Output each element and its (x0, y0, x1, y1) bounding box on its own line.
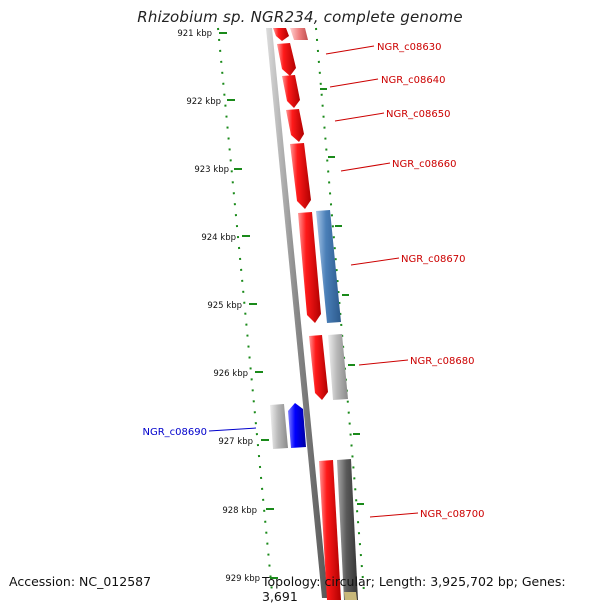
leader-ngr-c08670 (350, 257, 400, 266)
tick-label-928: 928 kbp (222, 506, 257, 516)
tick-mark (342, 294, 349, 296)
gene-label-ngr-c08700[interactable]: NGR_c08700 (420, 509, 485, 520)
gene-ngr-c08700-reverse[interactable] (337, 459, 358, 600)
tick-label-921: 921 kbp (177, 29, 212, 39)
tick-label-926: 926 kbp (213, 369, 248, 379)
tick-mark (328, 156, 335, 158)
tick-mark (353, 433, 360, 435)
gene-ngr-c08680[interactable] (309, 335, 328, 400)
tick-mark (219, 32, 227, 34)
gene-label-ngr-c08650[interactable]: NGR_c08650 (386, 109, 451, 120)
leader-ngr-c08690 (208, 427, 257, 432)
tick-mark (335, 225, 342, 227)
tick-mark (266, 508, 274, 510)
gene-ngr-c08670[interactable] (298, 212, 321, 323)
gene-ngr-c08660[interactable] (290, 143, 311, 209)
gene-tan-fragment (344, 592, 357, 600)
gene-label-ngr-c08630[interactable]: NGR_c08630 (377, 42, 442, 53)
genome-title: Rhizobium sp. NGR234, complete genome (137, 8, 463, 26)
gene-ngr-c08620[interactable] (273, 28, 289, 41)
gene-label-ngr-c08670[interactable]: NGR_c08670 (401, 254, 466, 265)
tick-mark (227, 99, 235, 101)
tick-mark (255, 371, 263, 373)
tick-label-925: 925 kbp (207, 301, 242, 311)
tick-label-927: 927 kbp (218, 437, 253, 447)
leader-ngr-c08650 (334, 112, 385, 122)
reverse-genes (270, 210, 358, 600)
leader-ngr-c08700 (369, 512, 419, 518)
forward-genes (273, 28, 341, 600)
tick-mark (234, 168, 242, 170)
gene-ngr-c08700[interactable] (319, 460, 341, 600)
gene-ngr-c08650[interactable] (286, 109, 304, 142)
accession-text: Accession: NC_012587 (9, 574, 152, 589)
tick-label-922: 922 kbp (186, 97, 221, 107)
gene-ngr-c08690-grey[interactable] (270, 404, 288, 449)
tick-mark (249, 303, 257, 305)
tick-mark (320, 88, 327, 90)
gene-ngr-c08690[interactable] (288, 403, 306, 448)
gene-ngr-c08670-reverse[interactable] (316, 210, 341, 323)
leader-ngr-c08640 (329, 78, 379, 88)
scale-ticks (219, 32, 364, 579)
leader-ngr-c08630 (325, 45, 375, 55)
tick-label-929: 929 kbp (225, 574, 260, 584)
gene-label-ngr-c08640[interactable]: NGR_c08640 (381, 75, 446, 86)
genome-backbone (266, 28, 328, 598)
gene-ngr-c08630[interactable] (277, 43, 296, 76)
leader-ngr-c08680 (358, 359, 409, 366)
tick-mark (357, 503, 364, 505)
gene-label-ngr-c08690[interactable]: NGR_c08690 (143, 427, 208, 438)
tick-mark (270, 577, 278, 579)
gene-ngr-c08680-reverse[interactable] (328, 334, 348, 400)
tick-label-923: 923 kbp (194, 165, 229, 175)
gene-ngr-c08640[interactable] (282, 75, 300, 108)
tick-mark (242, 235, 250, 237)
label-leaders (208, 45, 419, 518)
tick-mark (261, 439, 269, 441)
leader-ngr-c08660 (340, 162, 391, 172)
tick-label-924: 924 kbp (201, 233, 236, 243)
tick-mark (348, 364, 355, 366)
gene-label-ngr-c08660[interactable]: NGR_c08660 (392, 159, 457, 170)
gene-label-ngr-c08680[interactable]: NGR_c08680 (410, 356, 475, 367)
gene-ngr-c08630-pink[interactable] (290, 28, 308, 40)
